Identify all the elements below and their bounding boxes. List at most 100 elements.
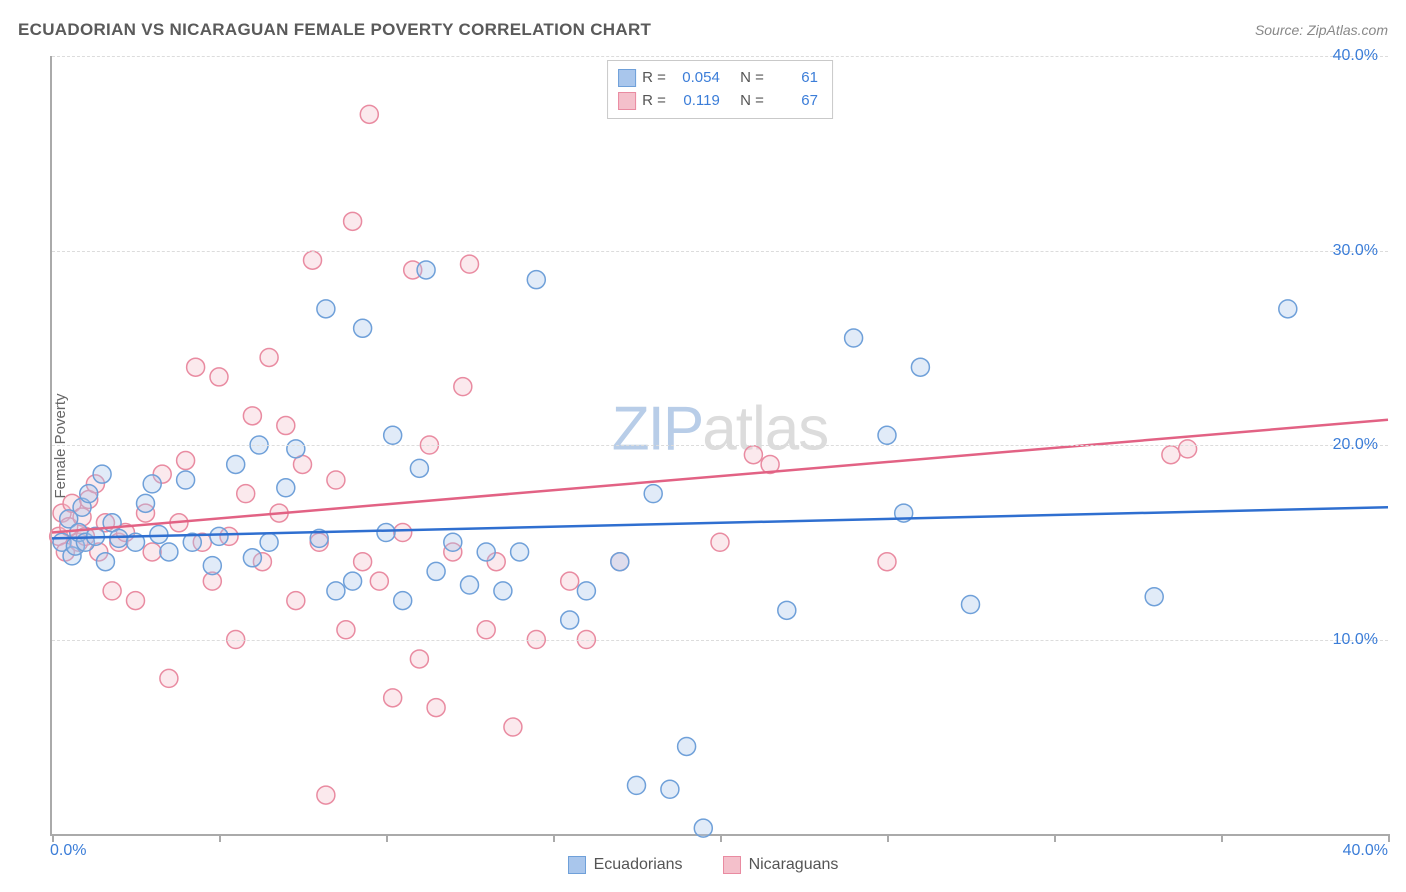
scatter-point-nicaraguans	[260, 348, 278, 366]
gridline	[52, 251, 1388, 252]
scatter-point-nicaraguans	[427, 699, 445, 717]
scatter-point-ecuadorians	[611, 553, 629, 571]
x-axis-max-label: 40.0%	[1343, 842, 1388, 860]
scatter-point-nicaraguans	[327, 471, 345, 489]
scatter-point-ecuadorians	[277, 479, 295, 497]
legend-item-ecuadorians: Ecuadorians	[568, 856, 683, 874]
x-tick	[1221, 834, 1223, 842]
scatter-point-ecuadorians	[1145, 588, 1163, 606]
scatter-point-nicaraguans	[711, 533, 729, 551]
scatter-point-ecuadorians	[527, 271, 545, 289]
scatter-point-ecuadorians	[678, 737, 696, 755]
scatter-point-nicaraguans	[477, 621, 495, 639]
swatch-ecuadorians	[618, 69, 636, 87]
scatter-point-ecuadorians	[427, 562, 445, 580]
scatter-point-ecuadorians	[962, 595, 980, 613]
scatter-point-ecuadorians	[243, 549, 261, 567]
swatch-nicaraguans	[723, 856, 741, 874]
plot-area: ZIPatlas R = 0.054 N = 61 R = 0.119 N = …	[50, 56, 1388, 836]
stats-row-nicaraguans: R = 0.119 N = 67	[618, 90, 818, 113]
scatter-point-ecuadorians	[177, 471, 195, 489]
x-tick	[1388, 834, 1390, 842]
scatter-point-ecuadorians	[143, 475, 161, 493]
trend-line-nicaraguans	[52, 420, 1388, 533]
scatter-point-ecuadorians	[477, 543, 495, 561]
x-tick	[887, 834, 889, 842]
scatter-point-ecuadorians	[577, 582, 595, 600]
scatter-point-nicaraguans	[394, 524, 412, 542]
scatter-point-ecuadorians	[210, 527, 228, 545]
scatter-point-ecuadorians	[661, 780, 679, 798]
n-label: N =	[740, 90, 764, 113]
scatter-point-ecuadorians	[96, 553, 114, 571]
x-tick	[553, 834, 555, 842]
swatch-nicaraguans	[618, 92, 636, 110]
scatter-point-nicaraguans	[177, 452, 195, 470]
scatter-point-ecuadorians	[110, 529, 128, 547]
stats-row-ecuadorians: R = 0.054 N = 61	[618, 67, 818, 90]
r-label: R =	[642, 67, 666, 90]
scatter-point-nicaraguans	[160, 669, 178, 687]
scatter-point-nicaraguans	[337, 621, 355, 639]
scatter-point-ecuadorians	[344, 572, 362, 590]
scatter-point-ecuadorians	[778, 601, 796, 619]
series-legend: Ecuadorians Nicaraguans	[0, 856, 1406, 874]
x-tick	[52, 834, 54, 842]
y-tick-label: 30.0%	[1333, 242, 1378, 260]
scatter-point-nicaraguans	[354, 553, 372, 571]
scatter-point-nicaraguans	[317, 786, 335, 804]
stats-legend: R = 0.054 N = 61 R = 0.119 N = 67	[607, 60, 833, 119]
legend-item-nicaraguans: Nicaraguans	[723, 856, 839, 874]
r-value-nicaraguans: 0.119	[672, 90, 720, 113]
scatter-point-ecuadorians	[327, 582, 345, 600]
scatter-point-nicaraguans	[243, 407, 261, 425]
scatter-point-ecuadorians	[1279, 300, 1297, 318]
n-label: N =	[740, 67, 764, 90]
scatter-point-nicaraguans	[461, 255, 479, 273]
scatter-point-ecuadorians	[150, 525, 168, 543]
scatter-point-nicaraguans	[304, 251, 322, 269]
scatter-point-nicaraguans	[744, 446, 762, 464]
scatter-point-ecuadorians	[80, 485, 98, 503]
x-tick	[219, 834, 221, 842]
scatter-point-ecuadorians	[354, 319, 372, 337]
scatter-point-nicaraguans	[384, 689, 402, 707]
r-value-ecuadorians: 0.054	[672, 67, 720, 90]
scatter-point-nicaraguans	[454, 378, 472, 396]
scatter-point-nicaraguans	[287, 592, 305, 610]
header-row: ECUADORIAN VS NICARAGUAN FEMALE POVERTY …	[18, 20, 1388, 40]
scatter-point-nicaraguans	[504, 718, 522, 736]
scatter-point-ecuadorians	[694, 819, 712, 837]
scatter-point-ecuadorians	[494, 582, 512, 600]
gridline	[52, 56, 1388, 57]
x-tick	[720, 834, 722, 842]
scatter-point-ecuadorians	[377, 524, 395, 542]
scatter-point-nicaraguans	[344, 212, 362, 230]
chart-source: Source: ZipAtlas.com	[1255, 22, 1388, 38]
y-tick-label: 40.0%	[1333, 47, 1378, 65]
y-tick-label: 10.0%	[1333, 631, 1378, 649]
gridline	[52, 445, 1388, 446]
scatter-point-ecuadorians	[878, 426, 896, 444]
scatter-point-ecuadorians	[137, 494, 155, 512]
scatter-point-nicaraguans	[127, 592, 145, 610]
n-value-nicaraguans: 67	[770, 90, 818, 113]
scatter-point-ecuadorians	[394, 592, 412, 610]
gridline	[52, 640, 1388, 641]
scatter-point-ecuadorians	[317, 300, 335, 318]
chart-title: ECUADORIAN VS NICARAGUAN FEMALE POVERTY …	[18, 20, 651, 40]
scatter-point-ecuadorians	[444, 533, 462, 551]
scatter-point-ecuadorians	[628, 776, 646, 794]
chart-container: ECUADORIAN VS NICARAGUAN FEMALE POVERTY …	[0, 0, 1406, 892]
n-value-ecuadorians: 61	[770, 67, 818, 90]
scatter-point-nicaraguans	[1162, 446, 1180, 464]
x-tick	[386, 834, 388, 842]
scatter-point-ecuadorians	[203, 557, 221, 575]
scatter-point-ecuadorians	[227, 455, 245, 473]
scatter-point-ecuadorians	[911, 358, 929, 376]
scatter-point-nicaraguans	[561, 572, 579, 590]
scatter-point-ecuadorians	[461, 576, 479, 594]
legend-label-nicaraguans: Nicaraguans	[749, 856, 839, 874]
scatter-point-ecuadorians	[417, 261, 435, 279]
y-tick-label: 20.0%	[1333, 436, 1378, 454]
